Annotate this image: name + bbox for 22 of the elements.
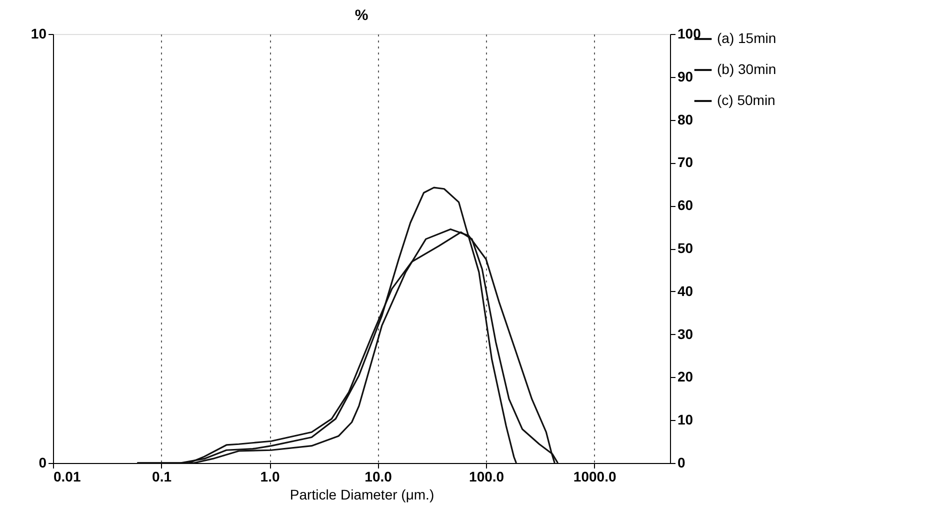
y2-tick-label: 100: [678, 26, 702, 42]
legend-label: (c) 50min: [717, 92, 776, 108]
y2-tick-label: 20: [678, 368, 694, 385]
x-tick-label: 10.0: [364, 468, 392, 484]
x-tick-label: 100.0: [469, 468, 504, 484]
y2-tick-label: 80: [678, 111, 694, 128]
y2-tick-label: 0: [678, 454, 686, 470]
chart-title: %: [354, 7, 368, 24]
x-tick-label: 0.01: [54, 468, 81, 484]
y2-tick-label: 50: [678, 240, 694, 256]
y2-tick-label: 10: [678, 412, 694, 428]
y2-tick-label: 90: [678, 68, 694, 84]
legend-label: (b) 30min: [717, 61, 776, 77]
x-tick-label: 1.0: [260, 468, 280, 484]
legend-label: (a) 15min: [717, 30, 776, 46]
x-axis-title: Particle Diameter (μm.): [290, 486, 434, 502]
y2-tick-label: 40: [678, 282, 694, 299]
x-tick-label: 0.1: [152, 468, 172, 484]
y2-tick-label: 70: [678, 154, 694, 170]
y2-tick-label: 60: [678, 197, 694, 214]
y2-tick-label: 30: [678, 326, 694, 342]
x-tick-label: 1000.0: [573, 468, 616, 484]
